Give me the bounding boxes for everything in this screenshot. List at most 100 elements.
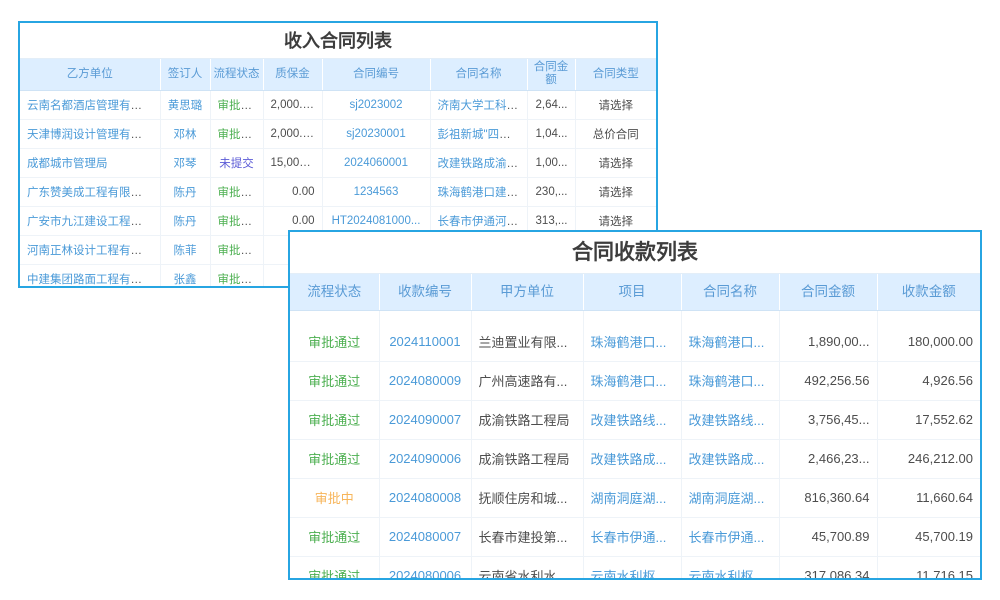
receipt-party-a-cell-text: 云南省水利水... — [478, 569, 568, 580]
income-party-b-cell[interactable]: 云南名都酒店管理有限公司 — [20, 90, 161, 120]
contract-receipt-row[interactable]: 审批通过 2024080007 长春市建投第... 长春市伊通... 长春市伊通... 4… — [290, 517, 980, 557]
contract-receipt-row[interactable]: 审批通过 2024110001 兰迪置业有限... 珠海鹤港口... 珠海鹤港口... 1… — [290, 322, 980, 362]
income-contract-name-cell[interactable]: 济南大学工科综... — [430, 90, 528, 120]
income-contract-row[interactable]: 广东赞美成工程有限公司 陈丹 审批通过 0.00 1234563 珠海鹤港口建设... 23… — [20, 177, 656, 207]
income-contract-column-header[interactable]: 合同编号 — [322, 59, 431, 91]
contract-receipt-row[interactable]: 审批通过 2024090006 成渝铁路工程局 改建铁路成... 改建铁路成... 2,4… — [290, 439, 980, 479]
income-contract-type-cell-text: 请选择 — [598, 215, 634, 228]
income-status-cell: 审批通过 — [210, 206, 264, 236]
receipt-project-cell[interactable]: 改建铁路线... — [583, 400, 682, 440]
income-contract-no-cell[interactable]: sj20230001 — [322, 119, 431, 149]
receipt-contract-name-cell[interactable]: 长春市伊通... — [681, 517, 780, 557]
contract-receipt-column-header[interactable]: 收款编号 — [379, 274, 472, 311]
income-contract-column-header-label: 乙方单位 — [66, 67, 113, 80]
contract-receipt-column-header[interactable]: 合同金额 — [779, 274, 878, 311]
receipt-contract-name-cell-text: 云南水利枢... — [688, 569, 765, 580]
income-signer-cell[interactable]: 陈丹 — [160, 177, 211, 207]
receipt-amount-cell-text: 11,660.64 — [916, 490, 973, 505]
contract-receipt-table-header: 流程状态 收款编号 甲方单位 项目 合同名称 合同金额 收款金额 — [290, 274, 980, 311]
receipt-contract-name-cell[interactable]: 改建铁路成... — [681, 439, 780, 479]
contract-receipt-column-header[interactable]: 合同名称 — [681, 274, 780, 311]
receipt-no-cell-text: 2024090006 — [388, 451, 462, 466]
income-party-b-cell[interactable]: 广东赞美成工程有限公司 — [20, 177, 161, 207]
receipt-no-cell[interactable]: 2024090006 — [379, 439, 472, 479]
income-party-b-cell-text: 广安市九江建设工程公司 — [27, 215, 154, 228]
receipt-project-cell[interactable]: 珠海鹤港口... — [583, 361, 682, 401]
income-contract-name-cell-text: 珠海鹤港口建设... — [437, 186, 527, 199]
receipt-contract-name-cell[interactable]: 改建铁路线... — [681, 400, 780, 440]
income-contract-column-header[interactable]: 乙方单位 — [20, 59, 161, 91]
receipt-party-a-cell: 抚顺住房和城... — [471, 478, 584, 518]
receipt-no-cell[interactable]: 2024080009 — [379, 361, 472, 401]
income-contract-name-cell[interactable]: 彭祖新城"四馆"... — [430, 119, 528, 149]
income-signer-cell[interactable]: 陈丹 — [160, 206, 211, 236]
receipt-status-cell-text: 审批通过 — [308, 374, 361, 389]
receipt-contract-amount-cell: 816,360.64 — [779, 478, 878, 518]
income-contract-column-header[interactable]: 质保金 — [263, 59, 323, 91]
income-contract-column-header[interactable]: 签订人 — [160, 59, 211, 91]
income-party-b-cell[interactable]: 天津博润设计管理有限公司 — [20, 119, 161, 149]
income-contract-name-cell[interactable]: 改建铁路成渝线... — [430, 148, 528, 178]
receipt-contract-name-cell[interactable]: 珠海鹤港口... — [681, 322, 780, 362]
contract-receipt-column-header[interactable]: 项目 — [583, 274, 682, 311]
contract-receipt-row[interactable]: 审批通过 2024080009 广州高速路有... 珠海鹤港口... 珠海鹤港口... 4… — [290, 361, 980, 401]
contract-receipt-row[interactable]: 审批中 2024080008 抚顺住房和城... 湖南洞庭湖... 湖南洞庭湖... 81… — [290, 478, 980, 518]
income-party-b-cell[interactable]: 河南正林设计工程有限公司 — [20, 235, 161, 265]
receipt-project-cell[interactable]: 长春市伊通... — [583, 517, 682, 557]
income-contract-header-row: 乙方单位 签订人 流程状态 质保金 合同编号 合同名称 合同金额 合同类型 — [20, 59, 656, 91]
income-status-cell-text: 审批通过 — [217, 273, 263, 286]
receipt-contract-name-cell[interactable]: 云南水利枢... — [681, 556, 780, 580]
income-amount-cell: 1,04... — [527, 119, 576, 149]
income-contract-no-cell[interactable]: sj2023002 — [322, 90, 431, 120]
income-contract-no-cell[interactable]: 1234563 — [322, 177, 431, 207]
receipt-no-cell[interactable]: 2024110001 — [379, 322, 472, 362]
receipt-party-a-cell-text: 长春市建投第... — [478, 530, 568, 545]
receipt-no-cell[interactable]: 2024090007 — [379, 400, 472, 440]
receipt-project-cell-text: 珠海鹤港口... — [590, 334, 667, 350]
receipt-contract-amount-cell: 3,756,45... — [779, 400, 878, 440]
income-status-cell-text: 审批通过 — [217, 186, 263, 199]
income-contract-row[interactable]: 成都城市管理局 邓琴 未提交 15,000.00 2024060001 改建铁路成渝线..… — [20, 148, 656, 178]
income-contract-row[interactable]: 天津博润设计管理有限公司 邓林 审批通过 2,000.00 sj20230001 彭祖新城… — [20, 119, 656, 149]
income-signer-cell[interactable]: 黄思璐 — [160, 90, 211, 120]
income-signer-cell[interactable]: 邓琴 — [160, 148, 211, 178]
receipt-project-cell[interactable]: 云南水利枢... — [583, 556, 682, 578]
income-status-cell-text: 审批通过 — [217, 128, 263, 141]
income-warranty-cell: 2,000.00 — [263, 90, 323, 120]
income-warranty-cell-text: 15,000.00 — [270, 156, 322, 169]
spacer-cell — [583, 310, 682, 322]
income-signer-cell-text: 陈菲 — [173, 244, 197, 257]
income-party-b-cell[interactable]: 中建集团路面工程有限公司 — [20, 264, 161, 286]
income-party-b-cell-text: 天津博润设计管理有限公司 — [27, 128, 160, 141]
income-contract-column-header[interactable]: 合同类型 — [575, 59, 656, 91]
receipt-project-cell-text: 珠海鹤港口... — [590, 374, 667, 389]
income-signer-cell[interactable]: 张鑫 — [160, 264, 211, 286]
receipt-project-cell[interactable]: 改建铁路成... — [583, 439, 682, 479]
income-signer-cell[interactable]: 陈菲 — [160, 235, 211, 265]
contract-receipt-column-header[interactable]: 甲方单位 — [471, 274, 584, 311]
income-contract-column-header[interactable]: 流程状态 — [210, 59, 264, 91]
income-contract-no-cell[interactable]: 2024060001 — [322, 148, 431, 178]
receipt-project-cell[interactable]: 珠海鹤港口... — [583, 322, 682, 362]
contract-receipt-column-header[interactable]: 收款金额 — [877, 274, 980, 311]
income-contract-name-cell[interactable]: 珠海鹤港口建设... — [430, 177, 528, 207]
receipt-no-cell[interactable]: 2024080006 — [379, 556, 472, 578]
receipt-no-cell[interactable]: 2024080007 — [379, 517, 472, 557]
income-party-b-cell[interactable]: 广安市九江建设工程公司 — [20, 206, 161, 236]
receipt-project-cell[interactable]: 湖南洞庭湖... — [583, 478, 682, 518]
contract-receipt-list-panel: 合同收款列表 流程状态 收款编号 甲方单位 项目 合同名称 合同金额 收款金额 审批通过 20… — [288, 230, 982, 580]
income-signer-cell[interactable]: 邓林 — [160, 119, 211, 149]
income-party-b-cell[interactable]: 成都城市管理局 — [20, 148, 161, 178]
income-contract-column-header[interactable]: 合同金额 — [527, 59, 576, 91]
income-contract-column-header[interactable]: 合同名称 — [430, 59, 528, 91]
receipt-no-cell[interactable]: 2024080008 — [379, 478, 472, 518]
income-contract-no-cell-text: 2024060001 — [344, 156, 408, 169]
receipt-contract-name-cell[interactable]: 珠海鹤港口... — [681, 361, 780, 401]
contract-receipt-column-header-label: 流程状态 — [307, 284, 362, 300]
receipt-contract-name-cell[interactable]: 湖南洞庭湖... — [681, 478, 780, 518]
income-amount-cell: 1,00... — [527, 148, 576, 178]
contract-receipt-row[interactable]: 审批通过 2024090007 成渝铁路工程局 改建铁路线... 改建铁路线... 3,7… — [290, 400, 980, 440]
contract-receipt-row[interactable]: 审批通过 2024080006 云南省水利水... 云南水利枢... 云南水利枢... 3… — [290, 556, 980, 580]
contract-receipt-column-header[interactable]: 流程状态 — [290, 274, 380, 311]
income-contract-row[interactable]: 云南名都酒店管理有限公司 黄思璐 审批通过 2,000.00 sj2023002 济南大学… — [20, 90, 656, 120]
